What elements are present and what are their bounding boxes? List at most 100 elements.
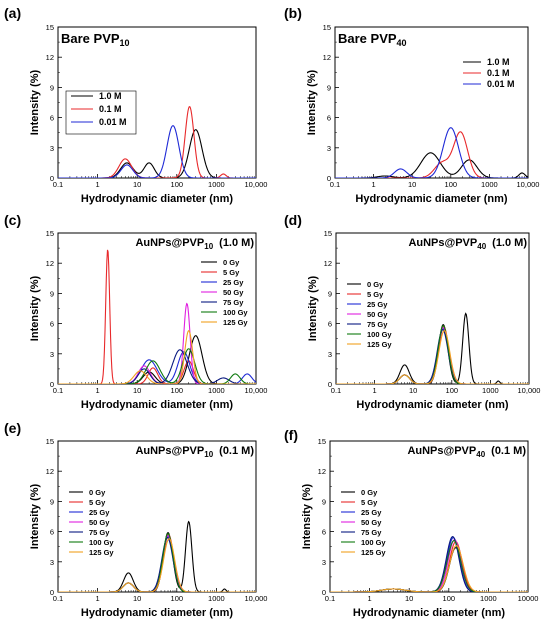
- x-tick-label: 10,000: [245, 594, 268, 603]
- x-tick-label: 0.1: [53, 594, 63, 603]
- chart-panel-3: (c) 0.1 1 10 100 1000 10,000 0 3 6 9 12 15 Hydrodynam…: [4, 212, 267, 411]
- y-tick-label: 9: [327, 83, 331, 92]
- legend-label: 0 Gy: [89, 488, 106, 497]
- x-axis-title: Hydrodynamic diameter (nm): [81, 193, 234, 205]
- legend-label: 1.0 M: [487, 57, 510, 67]
- y-tick-label: 0: [50, 380, 54, 389]
- series-line-5-Gy: [58, 249, 256, 384]
- x-tick-label: 10,000: [245, 180, 268, 189]
- chart-panel-6: (f) 0.1 1 10 100 1000 10000 0 3 6 9 12 15 Hydrodynami…: [284, 427, 538, 619]
- chart-title-main: AuNPs@PVP: [408, 237, 477, 249]
- x-tick-label: 0.1: [53, 180, 63, 189]
- series-line-125-Gy: [58, 538, 256, 592]
- legend-label: 0.1 M: [487, 68, 510, 78]
- y-tick-label: 9: [328, 289, 332, 298]
- chart-panel-2: (b) 0.1 1 10 100 1000 10,000 0 3 6 9 12 15 Hydrodynam…: [284, 5, 539, 205]
- series-group: [58, 249, 256, 384]
- series-line-75-Gy: [58, 537, 256, 592]
- legend-label: 0 Gy: [361, 488, 378, 497]
- legend-label: 50 Gy: [89, 518, 110, 527]
- x-tick-label: 0.1: [325, 594, 335, 603]
- y-tick-label: 12: [324, 259, 332, 268]
- y-tick-label: 12: [318, 467, 326, 476]
- y-tick-label: 3: [50, 144, 54, 153]
- x-tick-label: 1000: [208, 386, 225, 395]
- series-line-0_1-M: [335, 131, 528, 178]
- legend-label: 5 Gy: [361, 498, 378, 507]
- series-line-0-Gy: [330, 547, 528, 592]
- legend-label: 75 Gy: [89, 528, 110, 537]
- legend: 1.0 M0.1 M0.01 M: [463, 57, 515, 89]
- y-tick-label: 15: [46, 229, 54, 238]
- panel-label: (e): [4, 420, 21, 436]
- y-tick-label: 3: [322, 558, 326, 567]
- legend-label: 25 Gy: [89, 508, 110, 517]
- chart-title: AuNPs@PVP40 (0.1 M): [407, 445, 526, 459]
- y-axis-title: Intensity (%): [306, 69, 318, 135]
- y-tick-label: 15: [318, 437, 326, 446]
- series-line-125-Gy: [336, 330, 529, 384]
- y-tick-label: 3: [50, 558, 54, 567]
- panel-label: (f): [284, 427, 298, 443]
- series-line-1_0-M: [335, 152, 528, 178]
- chart-title-main: Bare PVP: [338, 31, 397, 46]
- legend-label: 50 Gy: [367, 310, 388, 319]
- y-tick-label: 6: [50, 114, 54, 123]
- legend-label: 5 Gy: [223, 268, 240, 277]
- chart-title: AuNPs@PVP10 (1.0 M): [135, 237, 254, 251]
- x-tick-label: 0.1: [330, 180, 340, 189]
- legend-label: 5 Gy: [367, 290, 384, 299]
- x-tick-label: 10,000: [245, 386, 268, 395]
- y-tick-label: 3: [328, 350, 332, 359]
- y-tick-label: 15: [46, 23, 54, 32]
- chart-panel-4: (d) 0.1 1 10 100 1000 10,000 0 3 6 9 12 15 Hydrodynam…: [284, 212, 540, 411]
- series-line-75-Gy: [336, 329, 529, 384]
- series-group: [58, 520, 256, 592]
- x-tick-label: 10: [133, 594, 141, 603]
- legend-label: 0.01 M: [99, 117, 127, 127]
- legend-label: 125 Gy: [89, 548, 114, 557]
- y-axis-title: Intensity (%): [307, 275, 319, 341]
- x-tick-label: 10: [133, 180, 141, 189]
- legend-label: 75 Gy: [361, 528, 382, 537]
- y-tick-label: 9: [50, 83, 54, 92]
- chart-title: AuNPs@PVP10 (0.1 M): [135, 445, 254, 459]
- x-axis-title: Hydrodynamic diameter (nm): [356, 399, 509, 411]
- y-axis-title: Intensity (%): [29, 275, 41, 341]
- chart-panel-5: (e) 0.1 1 10 100 1000 10,000 0 3 6 9 12 15 Hydrodynam…: [4, 420, 267, 619]
- x-tick-label: 10000: [518, 594, 539, 603]
- x-tick-label: 1000: [480, 594, 497, 603]
- y-tick-label: 12: [46, 259, 54, 268]
- x-tick-label: 1: [373, 386, 377, 395]
- chart-title-suffix: (1.0 M): [492, 237, 527, 249]
- series-line-75-Gy: [330, 536, 528, 592]
- x-axis-title: Hydrodynamic diameter (nm): [81, 399, 234, 411]
- legend-label: 100 Gy: [367, 330, 392, 339]
- y-tick-label: 3: [50, 350, 54, 359]
- x-tick-label: 1000: [482, 386, 499, 395]
- y-tick-label: 0: [328, 380, 332, 389]
- chart-title-subscript: 10: [204, 242, 213, 251]
- legend-frame: [65, 90, 137, 135]
- plot-frame: [57, 440, 257, 593]
- y-tick-label: 12: [46, 467, 54, 476]
- plot-frame: [329, 440, 529, 593]
- x-tick-label: 1: [368, 594, 372, 603]
- series-group: [336, 312, 529, 384]
- chart-title-main: AuNPs@PVP: [407, 445, 476, 457]
- y-tick-label: 6: [50, 320, 54, 329]
- chart-title-subscript: 40: [397, 38, 407, 48]
- legend-label: 0 Gy: [223, 258, 240, 267]
- chart-title: AuNPs@PVP40 (1.0 M): [408, 237, 527, 251]
- chart-title-subscript: 40: [476, 450, 485, 459]
- legend-label: 5 Gy: [89, 498, 106, 507]
- legend-label: 25 Gy: [223, 278, 244, 287]
- y-tick-label: 0: [50, 588, 54, 597]
- x-tick-label: 0.1: [53, 386, 63, 395]
- series-line-100-Gy: [330, 540, 528, 592]
- legend-label: 1.0 M: [99, 91, 122, 101]
